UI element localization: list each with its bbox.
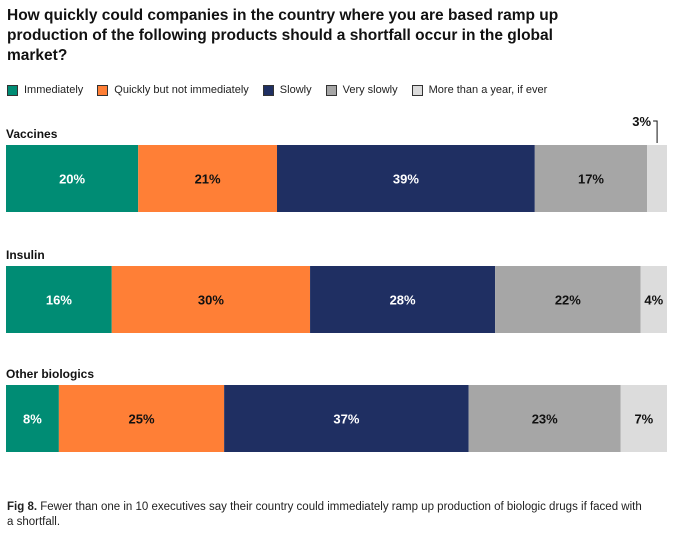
bar-label-2-3: 23% <box>532 412 558 427</box>
bar-0-3 <box>534 145 648 212</box>
legend: Immediately Quickly but not immediately Sl… <box>7 82 561 98</box>
legend-swatch-1 <box>97 84 109 96</box>
bar-label-1-0: 16% <box>46 293 72 308</box>
bar-2-3 <box>468 385 621 452</box>
legend-label-0: Immediately <box>24 84 84 96</box>
chart-area: Vaccines 20% 21% 39% 17% 3% Insulin 16% 30% 28% 22… <box>6 114 667 452</box>
bar-2-1 <box>58 385 225 452</box>
bar-label-2-1: 25% <box>128 412 154 427</box>
bar-label-0-2: 39% <box>393 172 419 187</box>
legend-swatch-3 <box>325 84 337 96</box>
bar-label-2-0: 8% <box>23 412 42 427</box>
bar-1-4 <box>640 266 667 333</box>
chart-title: How quickly could companies in the count… <box>7 7 559 64</box>
bar-1-2 <box>310 266 496 333</box>
bar-label-2-4: 7% <box>634 412 653 427</box>
legend-item-4: More than a year, if ever <box>411 84 548 96</box>
legend-swatch-2 <box>262 84 274 96</box>
bar-label-1-4: 4% <box>644 293 663 308</box>
bar-label-0-0: 20% <box>59 172 85 187</box>
bar-1-1 <box>111 266 311 333</box>
legend-item-0: Immediately <box>7 84 83 96</box>
legend-swatch-0 <box>7 84 18 96</box>
legend-item-1: Quickly but not immediately <box>97 84 249 96</box>
callout-line-0-4 <box>653 120 658 143</box>
bar-label-1-3: 22% <box>555 293 581 308</box>
bar-label-1-1: 30% <box>198 293 224 308</box>
legend-label-3: Very slowly <box>342 84 398 96</box>
bar-2-2 <box>224 385 469 452</box>
bar-label-0-4: 3% <box>632 114 651 129</box>
bar-1-0 <box>6 266 112 333</box>
category-label-1: Insulin <box>6 248 45 262</box>
legend-item-3: Very slowly <box>325 84 398 96</box>
legend-swatch-4 <box>411 84 423 96</box>
bar-0-0 <box>6 145 139 212</box>
legend-label-2: Slowly <box>279 84 312 96</box>
bar-0-4 <box>647 145 667 212</box>
caption-fig-label: Fig 8. <box>7 501 38 513</box>
bar-0-1 <box>138 145 278 212</box>
bar-2-0 <box>6 385 59 452</box>
bar-label-0-1: 21% <box>195 172 221 187</box>
category-label-0: Vaccines <box>6 127 58 141</box>
bar-label-1-2: 28% <box>390 293 416 308</box>
bar-2-4 <box>620 385 667 452</box>
bar-label-2-2: 37% <box>333 412 359 427</box>
legend-label-4: More than a year, if ever <box>428 84 548 96</box>
caption-text: Fewer than one in 10 executives say thei… <box>7 501 642 528</box>
bar-1-3 <box>495 266 641 333</box>
bar-0-2 <box>277 145 535 212</box>
legend-item-2: Slowly <box>262 84 312 96</box>
bar-label-0-3: 17% <box>578 172 604 187</box>
figure-caption: Fig 8. Fewer than one in 10 executives s… <box>7 500 647 530</box>
legend-label-1: Quickly but not immediately <box>114 84 249 96</box>
category-label-2: Other biologics <box>6 367 94 381</box>
